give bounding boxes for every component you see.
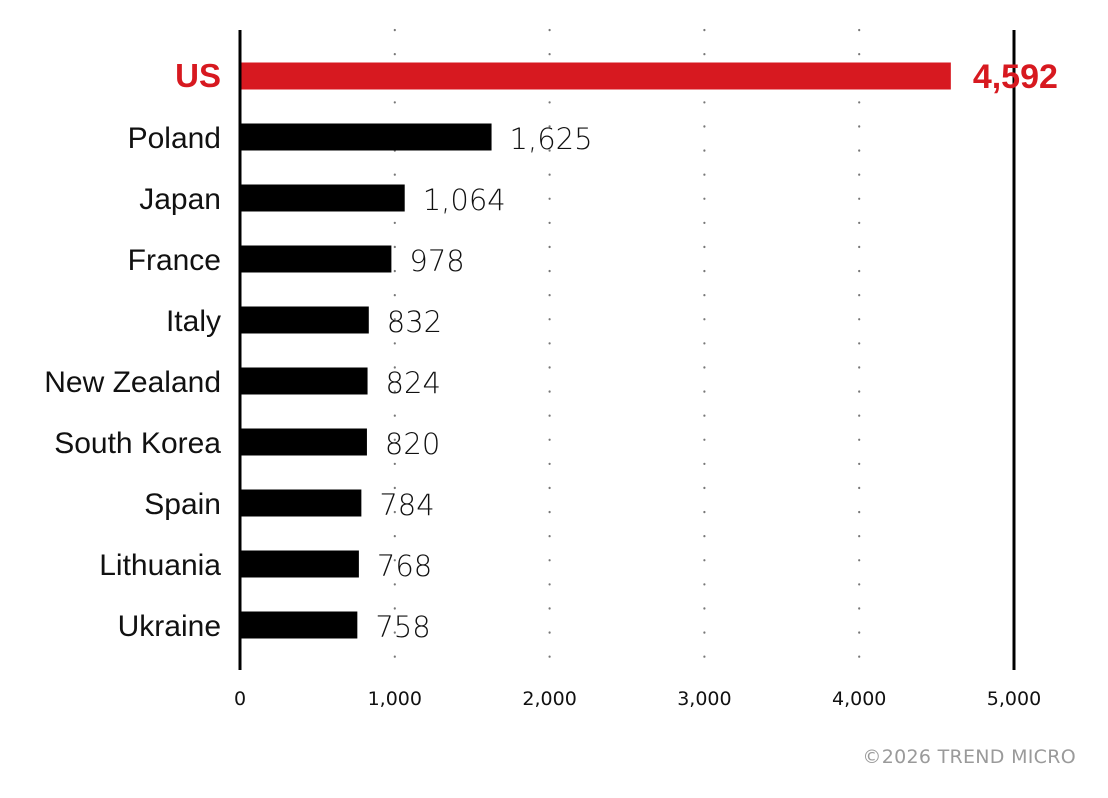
category-label: Italy <box>166 305 221 338</box>
x-tick-label: 5,000 <box>987 688 1041 710</box>
value-label: 768 <box>377 549 432 583</box>
x-tick-label: 1,000 <box>368 688 422 710</box>
x-tick-label: 0 <box>234 688 246 710</box>
value-label: 832 <box>387 305 442 339</box>
value-label: 4,592 <box>973 58 1058 96</box>
bar <box>240 245 392 273</box>
category-label: Japan <box>139 183 221 216</box>
value-label: 824 <box>386 366 441 400</box>
bar <box>240 550 359 578</box>
bar <box>240 489 362 517</box>
copyright-notice: ©2026 TREND MICRO <box>862 746 1076 768</box>
bar <box>240 123 492 151</box>
value-label: 1,625 <box>510 122 593 156</box>
axes <box>238 30 1016 670</box>
value-label: 1,064 <box>423 183 506 217</box>
bars <box>240 62 951 639</box>
bar <box>240 62 951 90</box>
value-label: 784 <box>379 488 434 522</box>
x-tick-label: 2,000 <box>522 688 576 710</box>
category-label: France <box>128 244 221 277</box>
category-label: Spain <box>144 488 221 521</box>
bar <box>240 184 405 212</box>
x-tick-label: 4,000 <box>832 688 886 710</box>
bar <box>240 306 369 334</box>
labels: 0 1,000 2,000 3,000 4,000 5,000 US 4,592 Poland 1… <box>44 57 1058 710</box>
value-label: 978 <box>409 244 464 278</box>
category-label: South Korea <box>54 427 221 460</box>
category-label: Poland <box>128 122 221 155</box>
bar <box>240 428 367 456</box>
bar <box>240 367 368 395</box>
value-label: 758 <box>375 610 430 644</box>
category-label: Ukraine <box>118 610 221 643</box>
category-label: US <box>175 57 221 94</box>
bar <box>240 611 358 639</box>
category-label: New Zealand <box>44 366 221 399</box>
category-label: Lithuania <box>99 549 221 582</box>
value-label: 820 <box>385 427 440 461</box>
x-tick-label: 3,000 <box>677 688 731 710</box>
